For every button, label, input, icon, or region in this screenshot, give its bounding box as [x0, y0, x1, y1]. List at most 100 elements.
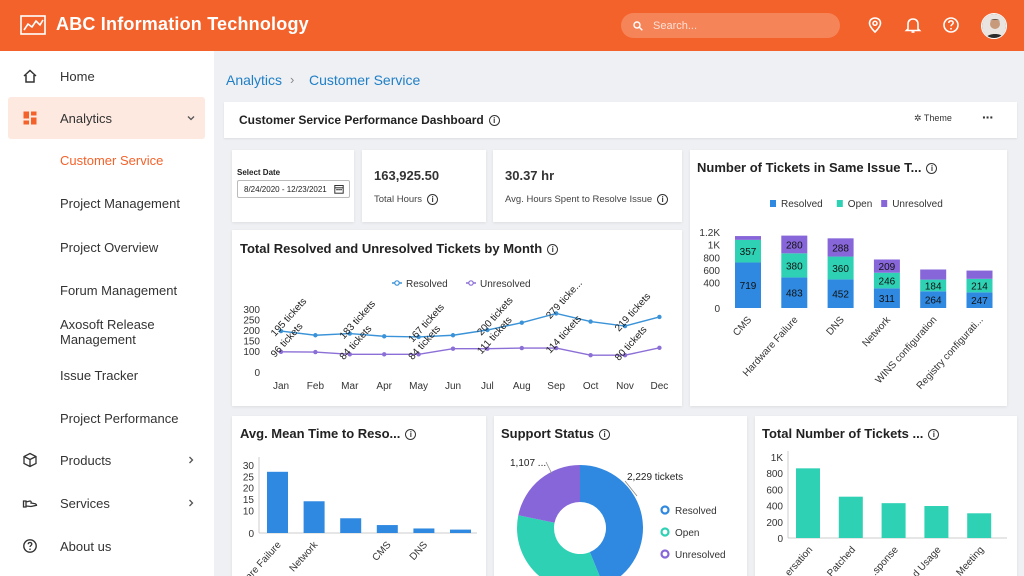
search-bar[interactable] — [621, 13, 840, 38]
sidebar-subitem-forum-management[interactable]: Forum Management — [60, 283, 178, 298]
theme-button-label: Theme — [923, 113, 952, 123]
data-point — [347, 331, 352, 336]
legend-label: Open — [848, 199, 872, 210]
info-icon[interactable]: i — [405, 429, 417, 441]
x-tick-label: Nov — [616, 381, 634, 392]
x-tick-label: Apr — [376, 381, 392, 392]
more-menu-button[interactable]: ··· — [982, 109, 994, 125]
data-label: 1,107 ... — [510, 458, 546, 469]
bar-segment — [873, 259, 900, 273]
sidebar: Home Analytics Customer Service Project … — [0, 51, 214, 576]
data-point — [519, 345, 524, 351]
x-tick-label: Dec — [651, 381, 669, 392]
theme-button[interactable]: ✲ Theme — [914, 113, 952, 124]
label-leader — [624, 480, 638, 497]
chart-title: Total Resolved and Unresolved Tickets by… — [240, 241, 559, 256]
sidebar-subitem-axosoft-release[interactable]: Axosoft Release Management — [60, 317, 155, 347]
sidebar-item-label: Services — [60, 495, 110, 511]
box-icon — [23, 452, 37, 468]
x-tick-label: Patched — [825, 545, 858, 576]
sidebar-item-services[interactable]: Services — [8, 482, 205, 524]
breadcrumb-root[interactable]: Analytics — [226, 72, 283, 88]
data-label: 264 — [925, 296, 942, 307]
location-icon[interactable] — [866, 16, 884, 34]
legend-marker — [394, 280, 400, 286]
info-icon[interactable]: i — [488, 115, 500, 127]
info-icon[interactable]: i — [926, 163, 938, 175]
sidebar-subitem-customer-service[interactable]: Customer Service — [60, 153, 164, 168]
data-point — [313, 333, 318, 338]
y-tick-label: 20 — [243, 484, 255, 495]
y-tick-label: 1.2K — [699, 228, 720, 239]
sidebar-item-products[interactable]: Products — [8, 439, 205, 481]
x-tick-label: May — [409, 381, 428, 392]
avatar[interactable] — [981, 13, 1007, 39]
sidebar-item-analytics[interactable]: Analytics — [8, 97, 205, 139]
bar-chart: 0 200 400 600 800 1K ...ersation Patched ...spon… — [766, 451, 1007, 576]
bar — [376, 525, 398, 533]
y-tick-label: 250 — [243, 316, 260, 327]
bell-icon[interactable] — [904, 16, 922, 34]
info-icon[interactable]: i — [657, 194, 669, 205]
info-icon[interactable]: i — [599, 429, 611, 441]
sidebar-item-label: Analytics — [60, 110, 113, 126]
bar-segment — [920, 279, 947, 292]
sidebar-item-label: Home — [60, 68, 95, 84]
help-icon — [23, 539, 37, 553]
bar — [413, 528, 435, 533]
sidebar-subitem-project-performance[interactable]: Project Performance — [60, 411, 179, 426]
chart-title-text: Avg. Mean Time to Reso... — [240, 426, 401, 441]
search-input[interactable] — [653, 19, 823, 32]
data-point — [416, 352, 421, 357]
chart-card-monthly: Total Resolved and Unresolved Tickets by… — [232, 230, 682, 406]
y-tick-label: 30 — [243, 461, 255, 472]
chart-card-total-tickets: Total Number of Tickets ... i 0 200 400 600 8… — [755, 416, 1017, 576]
x-tick-label: Sep — [547, 381, 565, 392]
info-icon[interactable]: i — [427, 194, 439, 205]
y-tick-label: 15 — [243, 495, 255, 506]
y-tick-label: 400 — [766, 502, 783, 513]
bar-segment — [827, 238, 854, 257]
y-tick-label: 800 — [766, 469, 783, 480]
date-range-input[interactable]: 8/24/2020 - 12/23/2021 — [237, 180, 350, 198]
bar-segment — [966, 270, 993, 279]
kpi-card-total-hours: 163,925.50 Total Hours i — [362, 150, 486, 222]
bar — [924, 506, 949, 538]
data-label: 280 — [786, 240, 803, 251]
sidebar-subitem-project-management[interactable]: Project Management — [60, 196, 180, 211]
search-icon — [633, 20, 643, 31]
legend-label: Unresolved — [892, 199, 943, 210]
data-point — [485, 327, 490, 333]
app-title: ABC Information Technology — [56, 14, 309, 34]
chevron-right-icon — [189, 499, 194, 507]
data-label: 719 — [740, 281, 757, 292]
data-label: 214 — [971, 282, 988, 293]
help-icon[interactable] — [942, 16, 960, 34]
data-label: 483 — [786, 289, 803, 300]
bar-segment — [920, 269, 947, 280]
y-tick-label: 200 — [766, 518, 783, 529]
bar — [881, 503, 906, 538]
chart-title: Number of Tickets in Same Issue T... i — [697, 160, 938, 175]
x-tick-label: DNS — [825, 314, 848, 337]
sidebar-subitem-issue-tracker[interactable]: Issue Tracker — [60, 368, 139, 383]
sidebar-item-about-us[interactable]: About us — [8, 525, 205, 567]
legend-swatch — [881, 200, 888, 207]
chart-title: Support Status i — [501, 426, 611, 441]
x-tick-label: Mar — [341, 381, 359, 392]
y-tick-label: 25 — [243, 472, 255, 483]
data-point — [554, 345, 559, 351]
sidebar-item-home[interactable]: Home — [8, 55, 205, 97]
logo-chart-icon — [20, 15, 46, 35]
legend-label: Resolved — [406, 279, 448, 290]
data-point — [278, 328, 284, 334]
legend-marker — [660, 505, 670, 515]
bar — [450, 529, 471, 533]
sidebar-subitem-project-overview[interactable]: Project Overview — [60, 240, 159, 255]
chevron-right-icon — [189, 456, 194, 464]
legend-label: Unresolved — [675, 550, 726, 561]
info-icon[interactable]: i — [547, 244, 559, 256]
dashboard-title: Customer Service Performance Dashboard i — [239, 113, 500, 127]
info-icon[interactable]: i — [928, 429, 940, 441]
